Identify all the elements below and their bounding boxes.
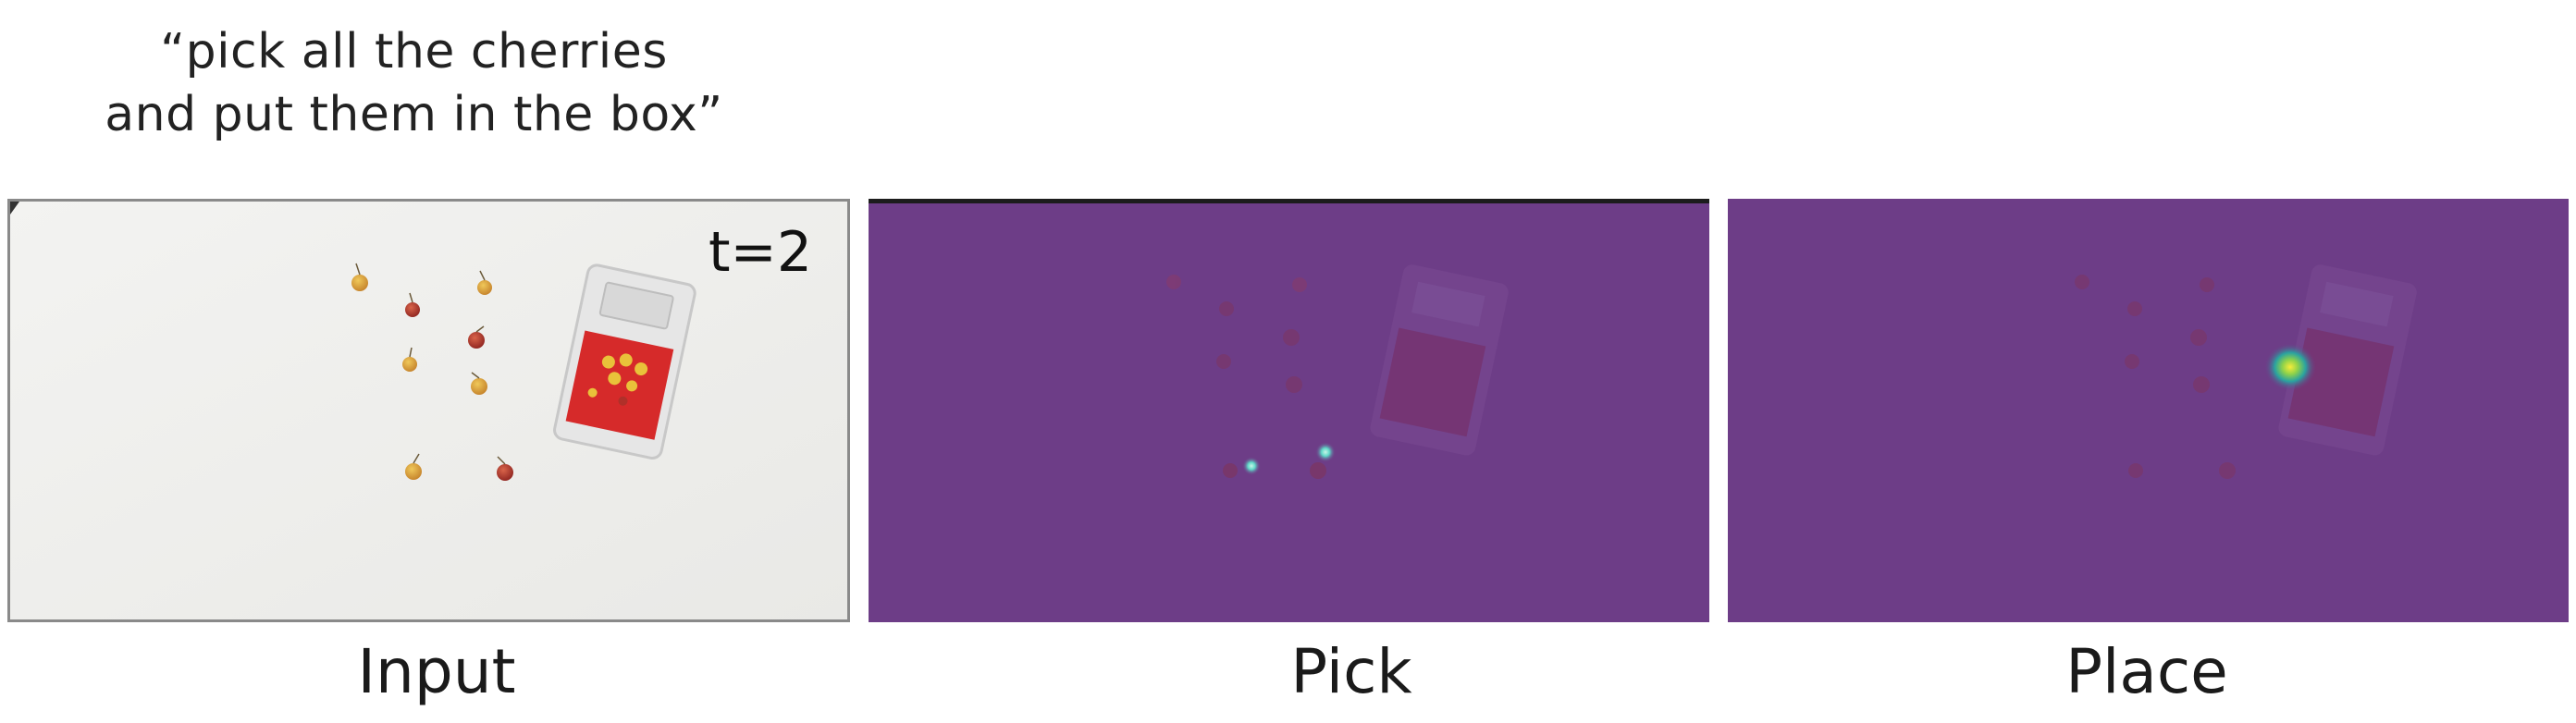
place-label: Place (2065, 636, 2228, 707)
box (553, 263, 696, 460)
cherries-group (351, 263, 513, 481)
input-label: Input (357, 636, 516, 707)
instruction-line-2: and put them in the box” (105, 87, 723, 142)
input-image-panel: t=2 (7, 199, 850, 622)
pick-heatmap-panel (869, 199, 1709, 622)
place-heatmap-panel (1728, 199, 2569, 622)
place-hotspot (2264, 343, 2316, 391)
pick-hotspot (1242, 457, 1261, 475)
pick-heatmap (869, 199, 1709, 622)
pick-label: Pick (1290, 636, 1412, 707)
input-photo (10, 202, 847, 619)
timestep-label: t=2 (709, 220, 812, 285)
pick-hotspot (1315, 442, 1336, 462)
place-heatmap (1728, 199, 2569, 622)
instruction-text: “pick all the cherries and put them in t… (83, 20, 745, 146)
instruction-line-1: “pick all the cherries (160, 24, 668, 80)
